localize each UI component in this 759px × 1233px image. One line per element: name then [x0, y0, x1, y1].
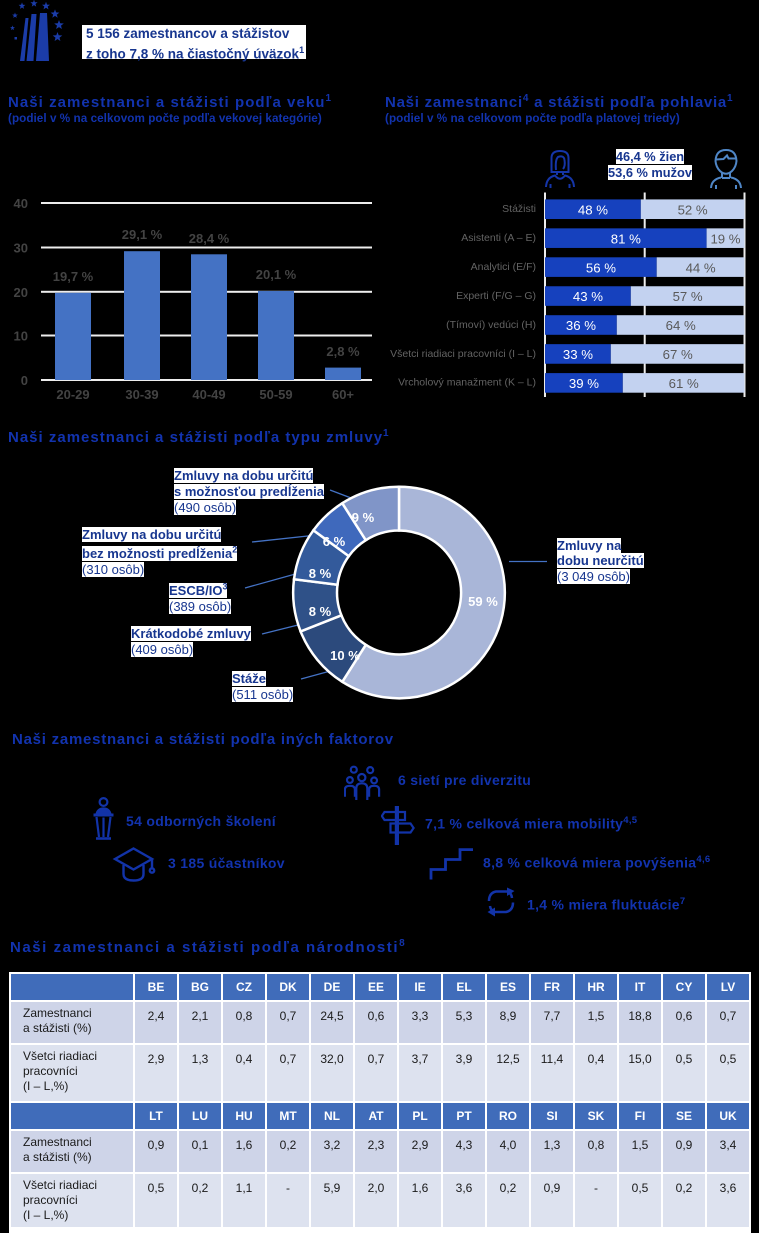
svg-text:43 %: 43 % [573, 289, 603, 304]
svg-text:10: 10 [14, 329, 28, 344]
svg-text:Experti (F/G – G): Experti (F/G – G) [456, 290, 536, 302]
svg-text:33 %: 33 % [563, 347, 593, 362]
svg-text:29,1 %: 29,1 % [122, 227, 163, 242]
svg-text:30: 30 [14, 241, 28, 256]
svg-text:50-59: 50-59 [259, 387, 292, 402]
svg-text:Vrcholový manažment (K – L): Vrcholový manažment (K – L) [398, 377, 536, 389]
svg-text:Asistenti (A – E): Asistenti (A – E) [461, 232, 536, 244]
svg-text:30-39: 30-39 [125, 387, 158, 402]
svg-text:10 %: 10 % [330, 648, 360, 663]
svg-text:44 %: 44 % [686, 260, 716, 275]
svg-text:Analytici (E/F): Analytici (E/F) [471, 261, 536, 273]
svg-text:56 %: 56 % [586, 260, 616, 275]
svg-text:20,1 %: 20,1 % [256, 267, 297, 282]
svg-text:(Tímoví) vedúci (H): (Tímoví) vedúci (H) [446, 319, 536, 331]
svg-text:40: 40 [14, 196, 28, 211]
svg-text:67 %: 67 % [663, 347, 693, 362]
svg-text:36 %: 36 % [566, 318, 596, 333]
svg-text:Stážisti: Stážisti [502, 203, 536, 215]
svg-text:64 %: 64 % [666, 318, 696, 333]
svg-text:61 %: 61 % [669, 376, 699, 391]
svg-text:9 %: 9 % [352, 510, 375, 525]
svg-text:Všetci riadiaci pracovníci (I: Všetci riadiaci pracovníci (I – L) [390, 348, 536, 360]
svg-text:57 %: 57 % [673, 289, 703, 304]
svg-text:48 %: 48 % [578, 202, 608, 217]
svg-text:6 %: 6 % [323, 534, 346, 549]
svg-text:81 %: 81 % [611, 231, 641, 246]
svg-text:40-49: 40-49 [192, 387, 225, 402]
svg-text:19 %: 19 % [710, 231, 740, 246]
svg-text:52 %: 52 % [678, 202, 708, 217]
svg-text:20-29: 20-29 [56, 387, 89, 402]
svg-text:20: 20 [14, 285, 28, 300]
svg-text:8 %: 8 % [309, 566, 332, 581]
svg-text:0: 0 [21, 373, 28, 388]
svg-text:60+: 60+ [332, 387, 354, 402]
svg-text:8 %: 8 % [309, 604, 332, 619]
svg-text:28,4 %: 28,4 % [189, 231, 230, 246]
svg-text:2,8 %: 2,8 % [326, 344, 360, 359]
svg-text:39 %: 39 % [569, 376, 599, 391]
svg-text:59 %: 59 % [468, 594, 498, 609]
svg-text:19,7 %: 19,7 % [53, 269, 94, 284]
